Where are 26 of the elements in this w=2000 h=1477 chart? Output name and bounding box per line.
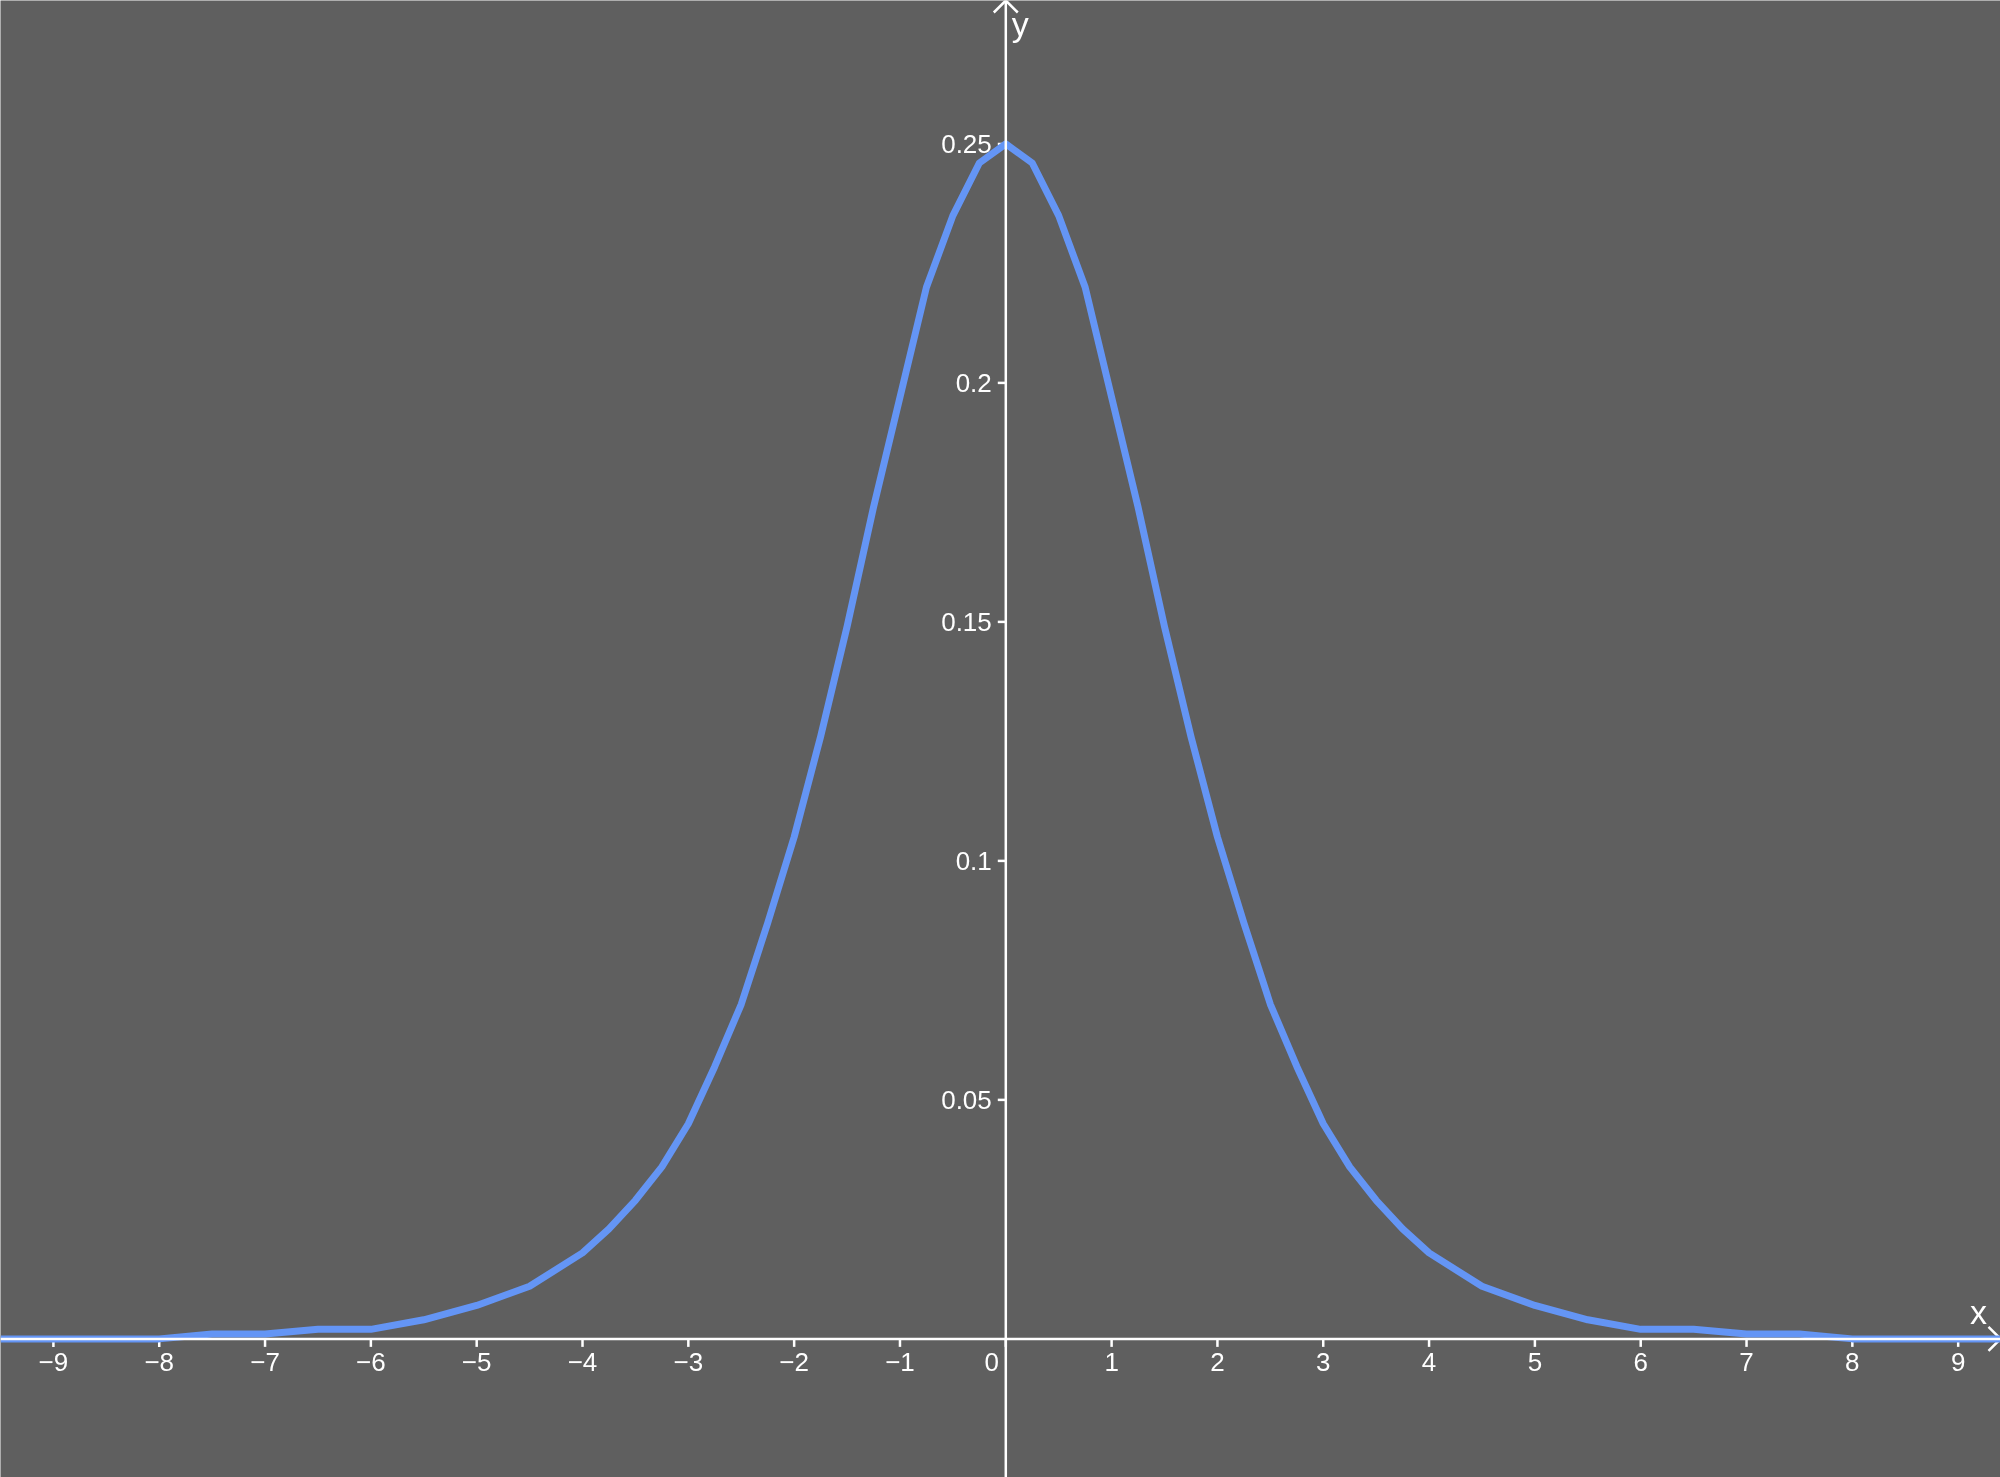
x-tick-label: 1: [1104, 1346, 1119, 1377]
x-axis-title: x: [1970, 1292, 1987, 1331]
x-tick-label: −8: [144, 1346, 175, 1377]
x-tick-label: −2: [779, 1346, 809, 1377]
x-tick-label: −5: [461, 1346, 492, 1377]
x-tick-label: −1: [885, 1346, 915, 1377]
x-tick-label: 4: [1421, 1346, 1437, 1377]
x-tick-label: 5: [1527, 1346, 1543, 1377]
x-tick-label: 9: [1950, 1346, 1966, 1377]
y-tick-label: 0.05: [941, 1084, 992, 1115]
x-tick-label: −3: [673, 1346, 704, 1377]
y-tick-label: 0.15: [941, 606, 992, 637]
x-tick-label: 6: [1633, 1346, 1648, 1377]
x-tick-label: −6: [356, 1346, 386, 1377]
x-tick-label: 3: [1316, 1346, 1331, 1377]
y-tick-label: 0.1: [955, 845, 992, 876]
x-tick-label: 2: [1210, 1346, 1225, 1377]
x-tick-label: −7: [250, 1346, 280, 1377]
y-axis-title: y: [1011, 4, 1029, 43]
x-tick-label: −9: [38, 1346, 69, 1377]
y-tick-label: 0.2: [955, 367, 992, 398]
x-tick-label: 8: [1845, 1346, 1860, 1377]
y-tick-label: 0.25: [941, 128, 992, 159]
x-tick-label: 0: [984, 1346, 1000, 1377]
x-tick-label: −4: [567, 1346, 598, 1377]
x-tick-label: 7: [1739, 1346, 1754, 1377]
